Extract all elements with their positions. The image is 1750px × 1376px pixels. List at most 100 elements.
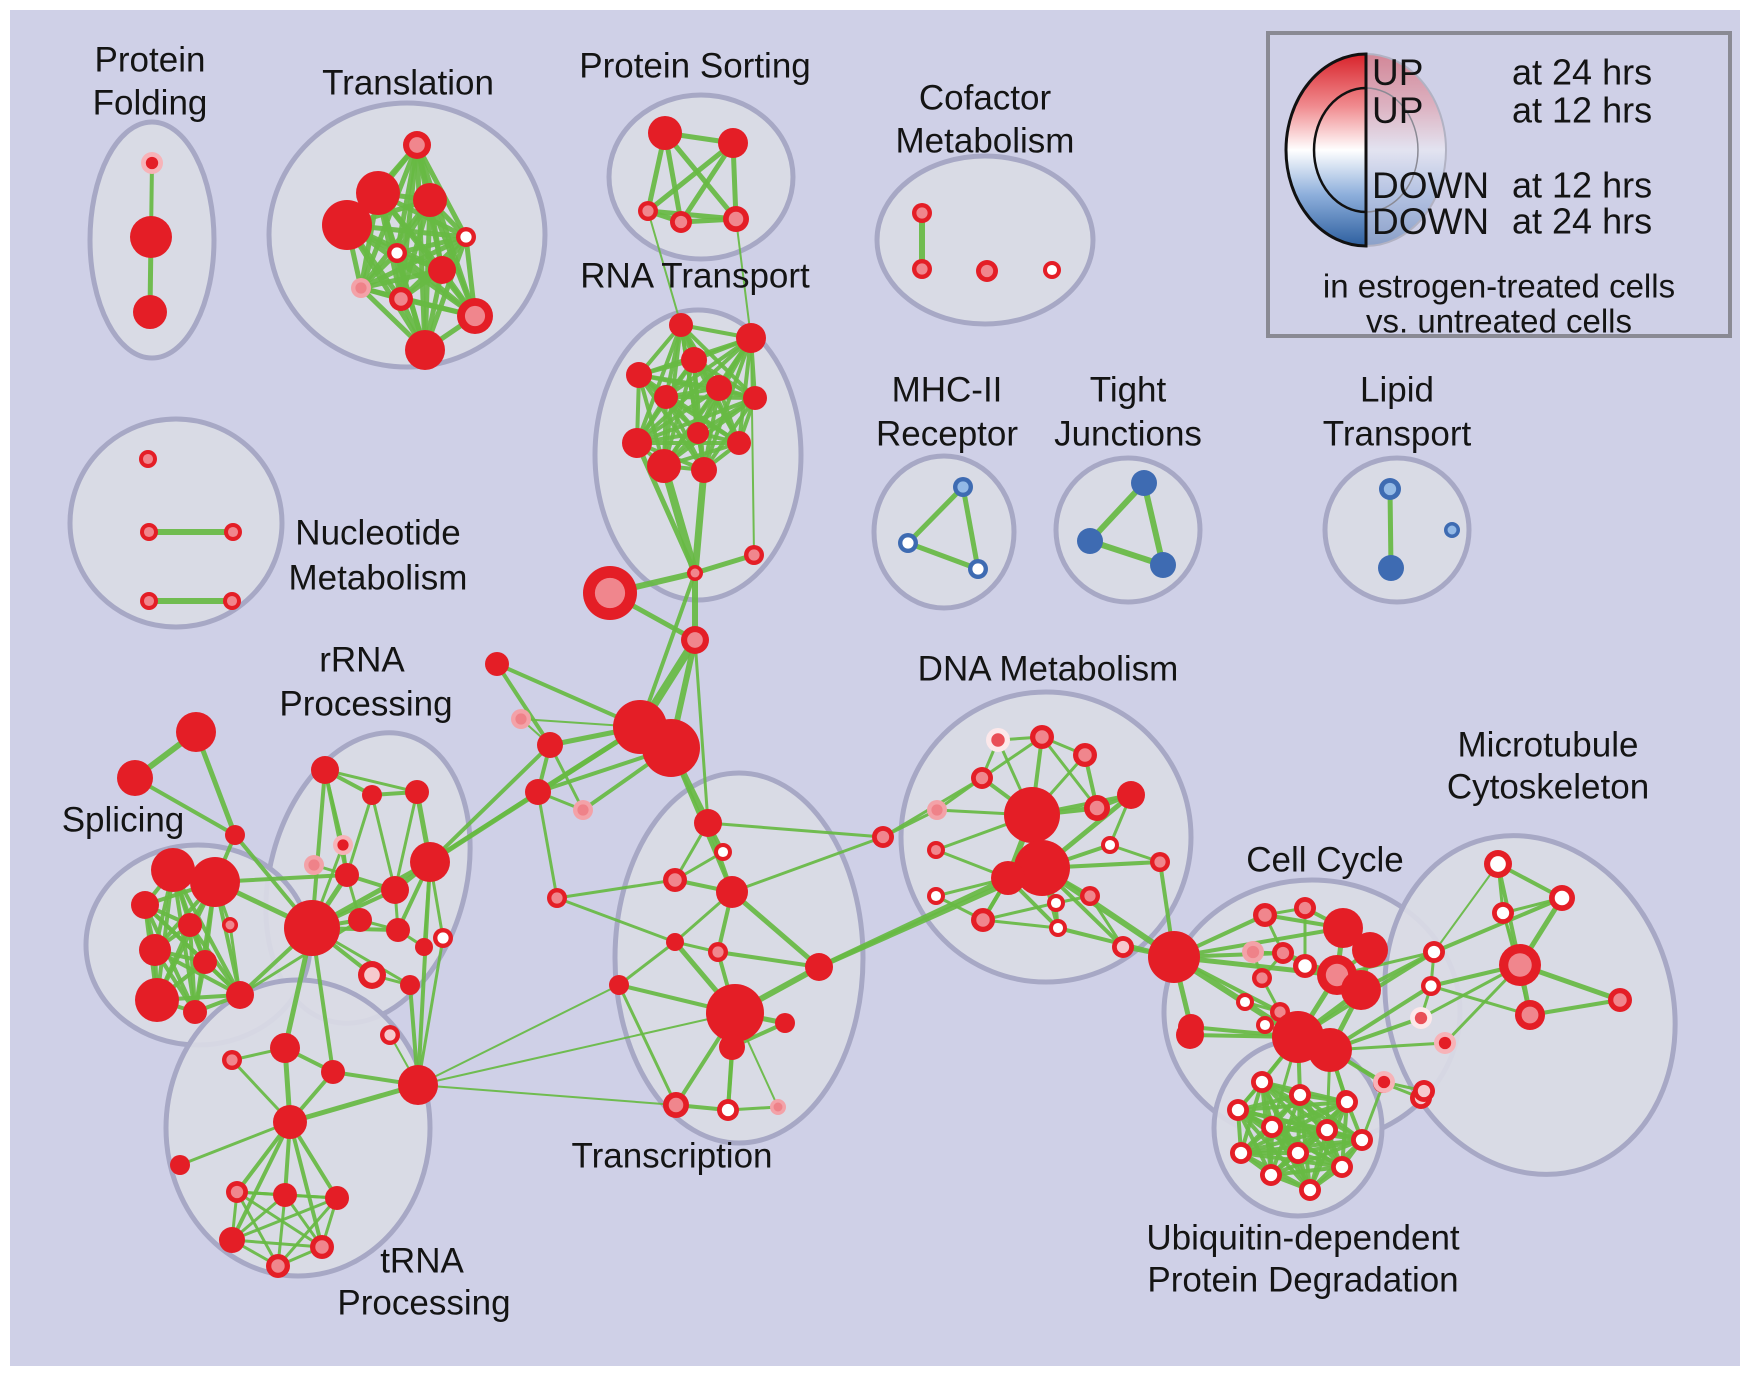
node-rr4	[333, 835, 353, 855]
legend-row-label-0: UP	[1372, 52, 1423, 93]
node-rt7	[743, 386, 767, 410]
edge	[905, 484, 966, 546]
edge	[178, 1120, 292, 1167]
legend-row-time-0: at 24 hrs	[1512, 52, 1652, 93]
node-dm6	[1004, 787, 1060, 843]
edge	[645, 140, 736, 214]
edge	[662, 130, 739, 222]
node-tn1	[270, 1033, 300, 1063]
node-dm15	[971, 908, 995, 932]
node-rt12	[691, 457, 717, 483]
cluster-bubble-tight-junctions	[1053, 455, 1203, 605]
node-dm19	[1112, 936, 1134, 958]
node-cc2	[1294, 897, 1316, 919]
node-rr11	[284, 900, 340, 956]
node-m2	[687, 565, 703, 581]
edge	[394, 234, 469, 256]
cluster-label-splicing: Splicing	[62, 800, 185, 839]
cluster-label-microtubule-2: Cytoskeleton	[1447, 767, 1649, 806]
cluster-label-trna-2: Processing	[337, 1283, 510, 1322]
cluster-label-translation: Translation	[322, 63, 494, 102]
legend-row-label-3: DOWN	[1372, 201, 1489, 242]
edge	[617, 983, 678, 1107]
node-c1	[912, 203, 932, 223]
node-dm8	[1117, 781, 1145, 809]
edge	[981, 901, 1058, 922]
node-ts15	[770, 1099, 786, 1115]
cluster-label-ubiquitin-1: Ubiquitin-dependent	[1146, 1218, 1460, 1257]
node-w4	[511, 709, 531, 729]
node-tn0	[222, 1050, 242, 1070]
node-mh2	[898, 533, 918, 553]
cluster-label-rna-transport: RNA Transport	[580, 256, 810, 295]
edge	[981, 918, 1060, 930]
edge	[417, 984, 620, 1086]
node-u2	[1289, 1084, 1311, 1106]
cluster-label-rrna-2: Processing	[279, 684, 452, 723]
cluster-label-protein-sorting: Protein Sorting	[579, 46, 811, 85]
node-up1	[1373, 1071, 1395, 1093]
node-ubl	[1176, 1021, 1204, 1049]
node-tn3	[398, 1065, 438, 1105]
edge	[638, 571, 697, 729]
node-rr8	[410, 842, 450, 882]
edge	[617, 940, 677, 987]
node-cc3	[1323, 908, 1363, 948]
cluster-bubble-cofactor-metabolism	[874, 153, 1096, 327]
cluster-label-cofactor-1: Cofactor	[919, 78, 1052, 117]
edge	[691, 466, 708, 577]
edge	[428, 790, 540, 864]
node-cc10	[1252, 968, 1272, 988]
node-ts1	[694, 809, 722, 837]
cluster-label-protein-folding-2: Folding	[93, 83, 208, 122]
cluster-label-dna-metabolism: DNA Metabolism	[918, 649, 1179, 688]
node-tn5	[170, 1155, 190, 1175]
edge	[735, 218, 752, 339]
edge	[1429, 984, 1532, 1017]
node-rt2	[736, 323, 766, 353]
node-n3	[224, 523, 242, 541]
node-ts12	[719, 1034, 745, 1060]
node-sp6	[131, 891, 159, 919]
edge	[1387, 486, 1394, 571]
node-dm1	[986, 728, 1010, 752]
edge	[1433, 863, 1499, 953]
node-rr6	[335, 863, 359, 887]
node-u3	[1336, 1091, 1358, 1113]
edge	[750, 337, 755, 556]
legend-footer-0: in estrogen-treated cells	[1323, 268, 1675, 305]
edge	[287, 1082, 421, 1125]
node-u12	[1299, 1179, 1321, 1201]
legend-footer-1: vs. untreated cells	[1366, 303, 1632, 340]
node-t5	[456, 227, 476, 247]
edge	[960, 484, 981, 572]
node-tn8	[325, 1186, 349, 1210]
edge	[495, 662, 552, 747]
edge	[1432, 896, 1564, 954]
edge	[393, 790, 419, 892]
edge	[358, 234, 469, 291]
edge	[660, 462, 699, 577]
node-cc11	[1236, 993, 1254, 1011]
edge	[288, 1120, 324, 1249]
node-sp5	[190, 857, 240, 907]
legend-row-label-1: UP	[1372, 90, 1423, 131]
node-ts6	[666, 933, 684, 951]
cluster-label-rrna-1: rRNA	[319, 640, 405, 679]
node-rr13	[433, 928, 453, 948]
edge	[323, 768, 419, 794]
node-t2	[356, 171, 400, 215]
node-t7	[428, 256, 456, 284]
node-cc5	[1242, 941, 1264, 963]
edge	[702, 396, 757, 472]
node-dm16	[1080, 886, 1100, 906]
edge	[635, 396, 757, 445]
node-rr1	[311, 756, 339, 784]
edge	[230, 1238, 324, 1249]
node-t9	[389, 287, 413, 311]
node-lp2	[1444, 522, 1460, 538]
node-rt8	[622, 428, 652, 458]
node-mh3	[968, 559, 988, 579]
node-rt11	[647, 449, 681, 483]
